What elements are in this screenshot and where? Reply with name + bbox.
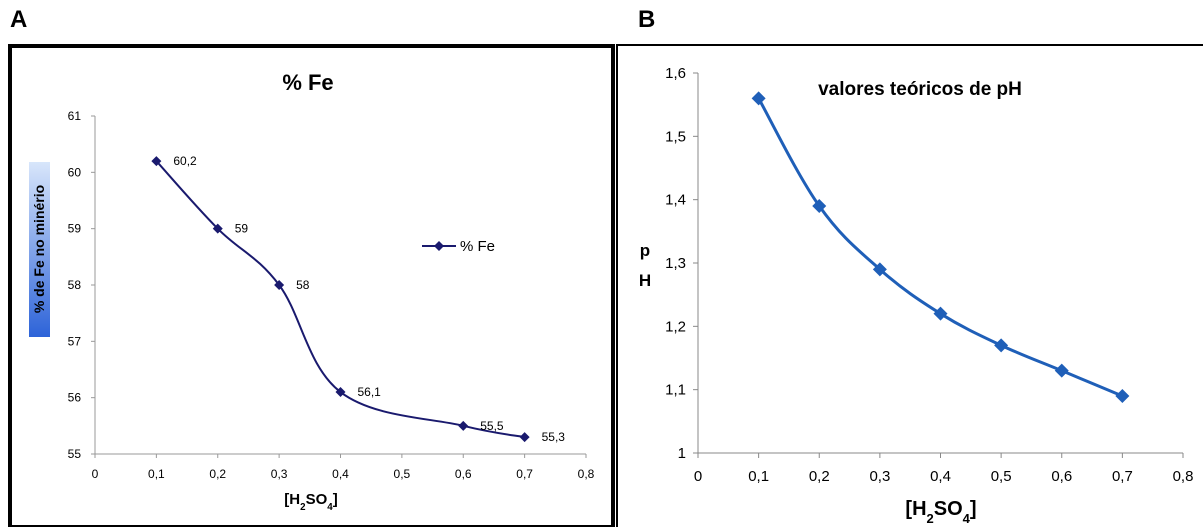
panel-a-letter: A [10, 6, 28, 33]
chart-a-y-tick-label: 58 [68, 278, 82, 292]
chart-a-x-tick-label: 0,6 [455, 467, 472, 481]
chart-a-ylabel: % de Fe no minério [31, 185, 47, 313]
chart-a-y-tick-label: 55 [68, 447, 82, 461]
chart-a-data-label: 59 [235, 222, 249, 236]
chart-b-y-tick-label: 1,3 [665, 255, 686, 272]
chart-a-data-point [335, 387, 346, 398]
chart-a-x-tick-label: 0,3 [271, 467, 288, 481]
chart-b-data-point [994, 338, 1009, 353]
chart-b-data-point [933, 306, 948, 321]
chart-a-data-point [458, 420, 469, 431]
chart-b-data-point [751, 91, 766, 106]
chart-b-x-tick-label: 0,4 [930, 468, 951, 485]
chart-b-x-tick-label: 0 [694, 468, 702, 485]
chart-b-y-tick-label: 1,2 [665, 318, 686, 335]
chart-a-y-tick-label: 61 [68, 109, 82, 123]
chart-b-ylabel: H [639, 271, 651, 290]
chart-a-ylabel-box [29, 162, 50, 337]
chart-b-x-tick-label: 0,8 [1173, 468, 1194, 485]
chart-a-data-label: 55,5 [480, 419, 504, 433]
chart-b-data-point [1115, 389, 1130, 403]
chart-b-x-tick-label: 0,2 [809, 468, 830, 485]
chart-b-y-tick-label: 1 [678, 445, 686, 462]
chart-a-x-tick-label: 0 [92, 467, 99, 481]
chart-b-data-point [872, 262, 887, 277]
chart-a-x-tick-label: 0,4 [332, 467, 349, 481]
chart-a-x-tick-label: 0,1 [148, 467, 165, 481]
chart-b-ylabel: p [640, 241, 650, 260]
chart-a-y-tick-label: 59 [68, 222, 82, 236]
chart-b-title: valores teóricos de pH [818, 79, 1022, 100]
chart-b-y-tick-label: 1,4 [665, 192, 686, 209]
chart-b-y-tick-label: 1,5 [665, 128, 686, 145]
chart-a-data-point [519, 432, 530, 443]
chart-a-data-point [151, 156, 162, 167]
chart-a-legend-label: % Fe [460, 238, 495, 255]
chart-b-xlabel: [H2SO4] [905, 498, 976, 526]
chart-a-x-tick-label: 0,7 [516, 467, 533, 481]
chart-b-x-tick-label: 0,3 [869, 468, 890, 485]
chart-a-data-point [274, 280, 285, 290]
chart-b-x-tick-label: 0,1 [748, 468, 769, 485]
chart-a-y-tick-label: 60 [68, 165, 82, 179]
chart-b-x-tick-label: 0,7 [1112, 468, 1133, 485]
chart-a-x-tick-label: 0,2 [209, 467, 226, 481]
chart-a-frame [8, 44, 615, 527]
chart-b-data-point [812, 199, 827, 213]
chart-b-y-tick-label: 1,1 [665, 382, 686, 399]
chart-a-x-tick-label: 0,5 [394, 467, 411, 481]
chart-b-data-point [1054, 363, 1069, 378]
chart-b-x-tick-label: 0,5 [991, 468, 1012, 485]
chart-b-x-tick-label: 0,6 [1051, 468, 1072, 485]
chart-a-data-label: 56,1 [358, 385, 382, 399]
chart-a-y-tick-label: 56 [68, 391, 82, 405]
chart-a-title: % Fe [282, 70, 333, 95]
chart-a-data-label: 58 [296, 278, 310, 292]
chart-b-frame [616, 44, 1203, 527]
panel-b-letter: B [638, 6, 656, 33]
chart-a-x-tick-label: 0,8 [578, 467, 595, 481]
chart-a-data-label: 60,2 [173, 154, 197, 168]
chart-b-y-tick-label: 1,6 [665, 65, 686, 82]
chart-a-legend-marker [434, 241, 444, 251]
chart-a-data-label: 55,3 [542, 430, 566, 444]
chart-a-y-tick-label: 57 [68, 334, 82, 348]
chart-a-xlabel: [H2SO4] [284, 491, 337, 513]
chart-a-data-point [212, 223, 223, 234]
